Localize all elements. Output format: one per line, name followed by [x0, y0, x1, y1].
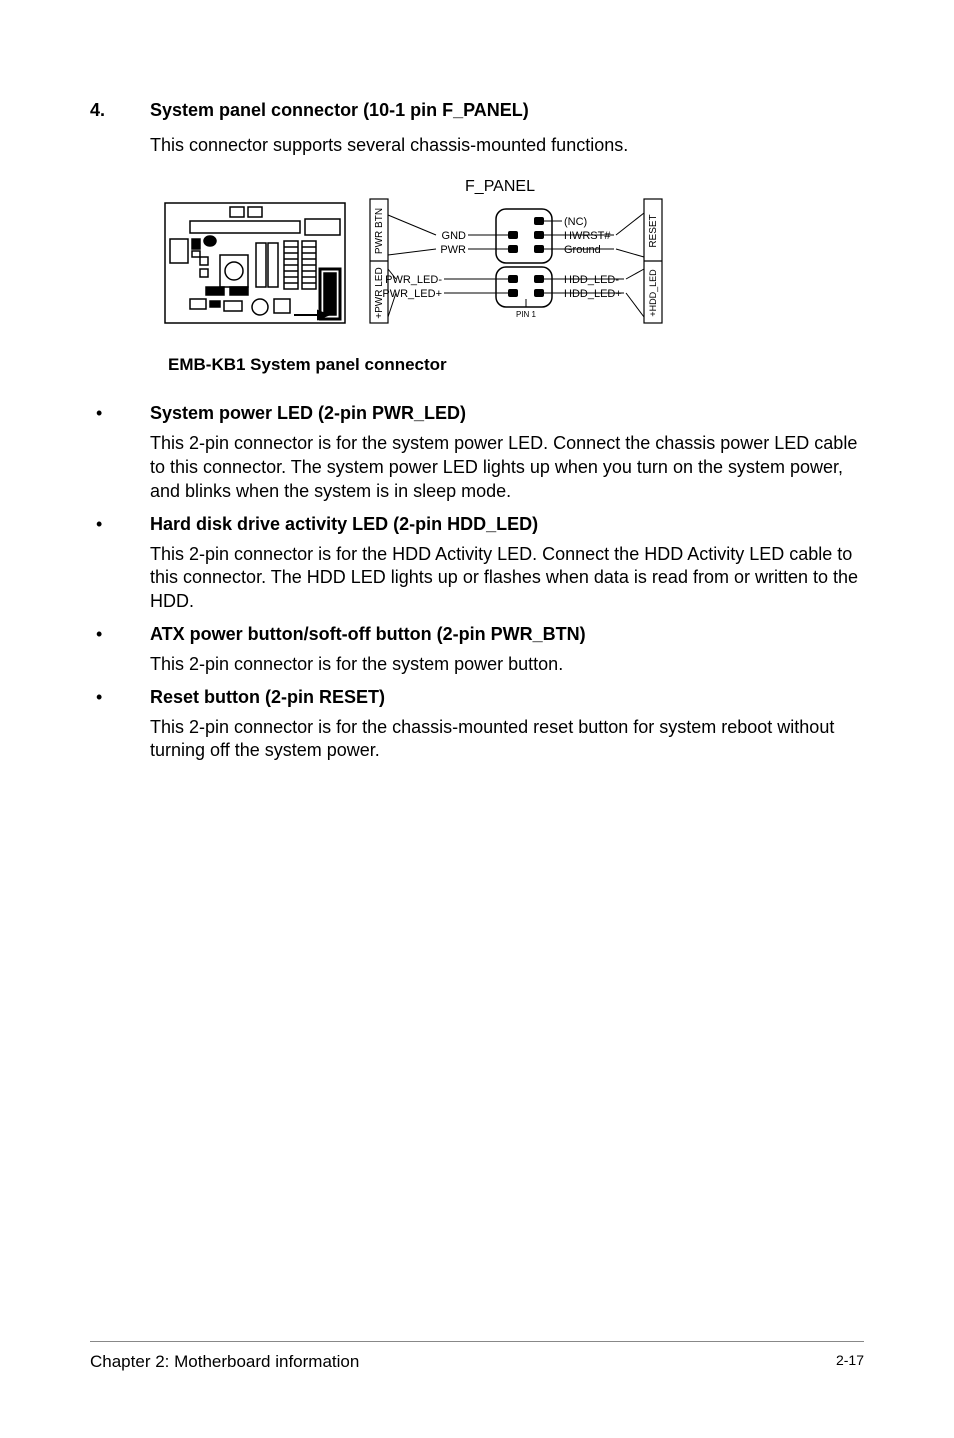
- right-col-top: RESET: [648, 215, 659, 248]
- pin-label: Ground: [564, 244, 601, 256]
- bullet-item: • Reset button (2-pin RESET): [90, 687, 864, 708]
- left-col-top: PWR BTN: [374, 208, 385, 254]
- bullet-title: Hard disk drive activity LED (2-pin HDD_…: [150, 514, 538, 535]
- footer-chapter: Chapter 2: Motherboard information: [90, 1352, 359, 1372]
- pin-label: PWR_LED+: [382, 288, 442, 300]
- section-number: 4.: [90, 100, 150, 121]
- board-outline: [165, 203, 345, 323]
- footer-page-number: 2-17: [836, 1352, 864, 1372]
- bullet-marker: •: [90, 514, 150, 535]
- bullet-body: This 2-pin connector is for the HDD Acti…: [150, 543, 864, 614]
- pointer-arrow: [294, 311, 328, 319]
- diagram-title: F_PANEL: [465, 178, 535, 195]
- left-label-column: PWR BTN +PWR LED: [370, 199, 436, 323]
- left-col-bottom: +PWR LED: [374, 268, 385, 319]
- pin-label: (NC): [564, 216, 587, 228]
- pin-label: HWRST#: [564, 230, 611, 242]
- section-intro: This connector supports several chassis-…: [150, 133, 864, 157]
- pin-label: GND: [442, 230, 467, 242]
- pin-label: PWR: [440, 244, 466, 256]
- pin-header: [496, 209, 552, 307]
- bullet-title: Reset button (2-pin RESET): [150, 687, 385, 708]
- pin-label: HDD_LED+: [564, 288, 622, 300]
- right-col-bottom: +HDD_LED: [648, 269, 658, 317]
- bullet-body: This 2-pin connector is for the system p…: [150, 432, 864, 503]
- pin-label: HDD_LED-: [564, 274, 619, 286]
- panel-diagram: F_PANEL: [160, 177, 864, 375]
- bullet-item: • Hard disk drive activity LED (2-pin HD…: [90, 514, 864, 535]
- diagram-caption: EMB-KB1 System panel connector: [168, 355, 864, 375]
- bullet-title: ATX power button/soft-off button (2-pin …: [150, 624, 586, 645]
- section-title: System panel connector (10-1 pin F_PANEL…: [150, 100, 529, 121]
- pin1-label: PIN 1: [516, 310, 537, 319]
- bullet-item: • System power LED (2-pin PWR_LED): [90, 403, 864, 424]
- section-header: 4. System panel connector (10-1 pin F_PA…: [90, 100, 864, 121]
- bullet-marker: •: [90, 403, 150, 424]
- bullet-item: • ATX power button/soft-off button (2-pi…: [90, 624, 864, 645]
- bullet-body: This 2-pin connector is for the chassis-…: [150, 716, 864, 764]
- bullet-title: System power LED (2-pin PWR_LED): [150, 403, 466, 424]
- right-label-column: RESET +HDD_LED: [616, 199, 662, 323]
- page-footer: Chapter 2: Motherboard information 2-17: [90, 1341, 864, 1372]
- bullet-body: This 2-pin connector is for the system p…: [150, 653, 864, 677]
- bullet-marker: •: [90, 687, 150, 708]
- bullet-marker: •: [90, 624, 150, 645]
